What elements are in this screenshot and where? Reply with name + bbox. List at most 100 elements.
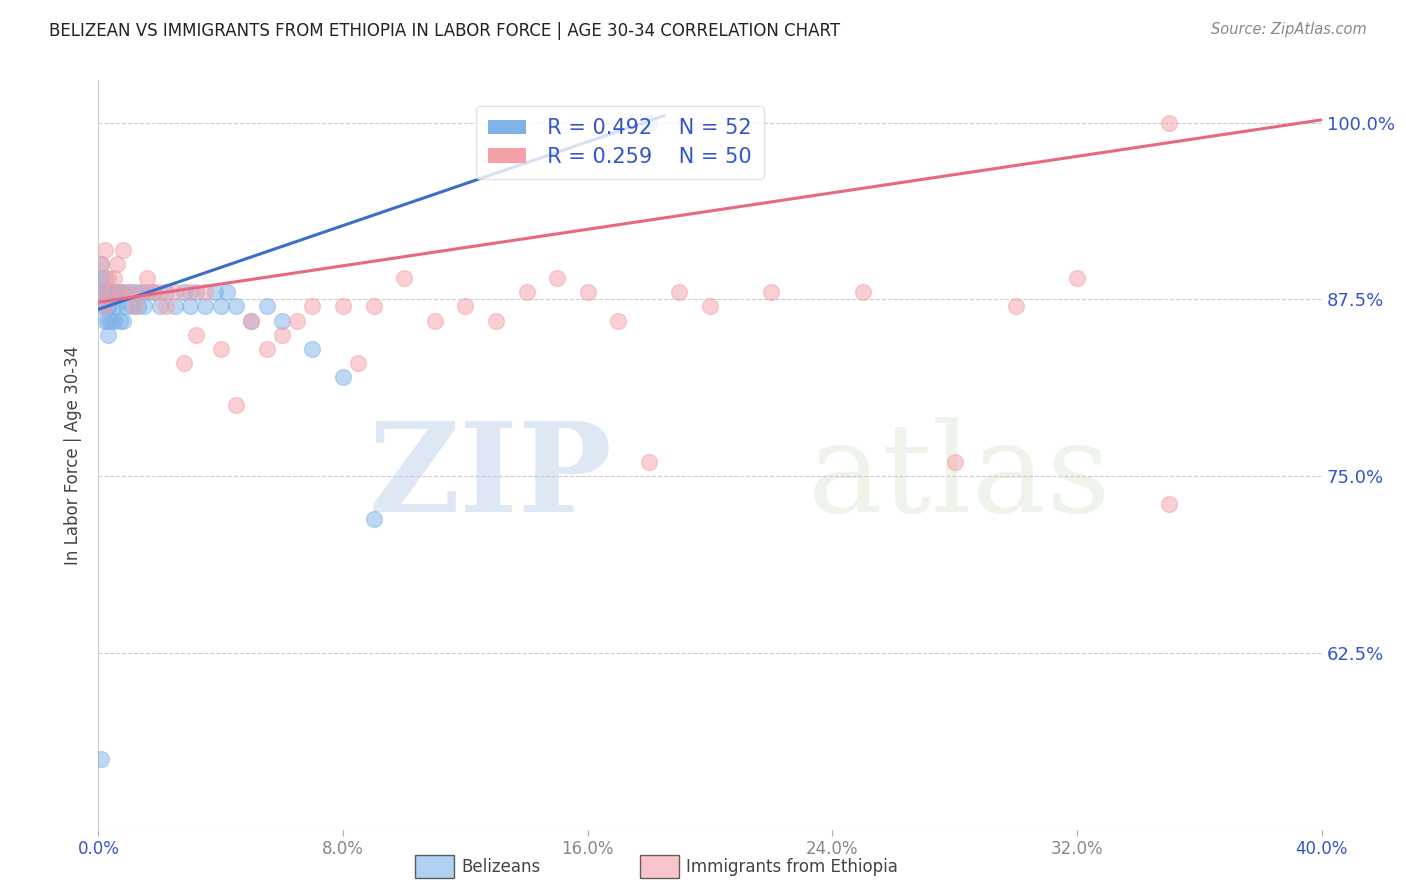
Point xyxy=(215,285,238,300)
Point xyxy=(90,752,112,766)
Point xyxy=(111,285,134,300)
Point xyxy=(194,300,217,314)
Point xyxy=(163,285,186,300)
FancyBboxPatch shape xyxy=(640,855,679,878)
Point xyxy=(124,285,146,300)
Point xyxy=(485,313,508,327)
Point xyxy=(576,285,599,300)
Point xyxy=(90,285,112,300)
Point xyxy=(607,313,630,327)
Point xyxy=(97,271,120,285)
Point xyxy=(225,300,247,314)
Point xyxy=(363,300,385,314)
Point xyxy=(637,455,661,469)
Point xyxy=(301,342,323,356)
Point xyxy=(111,243,134,257)
Point xyxy=(1066,271,1088,285)
Point xyxy=(93,285,115,300)
Y-axis label: In Labor Force | Age 30-34: In Labor Force | Age 30-34 xyxy=(65,345,83,565)
Point xyxy=(136,271,159,285)
Point xyxy=(108,313,131,327)
Point xyxy=(285,313,308,327)
Point xyxy=(332,370,354,384)
Point xyxy=(100,313,122,327)
Point xyxy=(121,300,143,314)
Point xyxy=(105,257,128,271)
Point xyxy=(127,300,149,314)
Point xyxy=(347,356,370,370)
Point xyxy=(155,285,177,300)
Point xyxy=(93,243,115,257)
Point xyxy=(332,300,354,314)
Text: atlas: atlas xyxy=(808,417,1111,538)
Point xyxy=(97,300,120,314)
Text: Belizeans: Belizeans xyxy=(461,858,540,876)
Point xyxy=(149,300,172,314)
Point xyxy=(225,399,247,413)
Point xyxy=(100,285,122,300)
Point xyxy=(124,300,146,314)
Text: Source: ZipAtlas.com: Source: ZipAtlas.com xyxy=(1211,22,1367,37)
Point xyxy=(173,285,195,300)
Point xyxy=(90,285,112,300)
Point xyxy=(136,285,159,300)
Point xyxy=(699,300,721,314)
Text: BELIZEAN VS IMMIGRANTS FROM ETHIOPIA IN LABOR FORCE | AGE 30-34 CORRELATION CHAR: BELIZEAN VS IMMIGRANTS FROM ETHIOPIA IN … xyxy=(49,22,841,40)
Point xyxy=(1157,497,1180,511)
Point xyxy=(111,313,134,327)
Point xyxy=(256,342,278,356)
Point xyxy=(256,300,278,314)
Point xyxy=(668,285,690,300)
Point xyxy=(194,285,217,300)
Point xyxy=(423,313,446,327)
Point xyxy=(93,300,115,314)
Point xyxy=(129,285,152,300)
Point xyxy=(103,285,125,300)
Point xyxy=(108,285,131,300)
Point xyxy=(173,356,195,370)
Text: ZIP: ZIP xyxy=(368,417,612,538)
Point xyxy=(186,327,208,342)
Point xyxy=(115,300,138,314)
Point xyxy=(129,285,152,300)
Point xyxy=(108,285,131,300)
Point xyxy=(90,271,112,285)
Point xyxy=(209,300,232,314)
Point xyxy=(204,285,226,300)
FancyBboxPatch shape xyxy=(415,855,454,878)
Point xyxy=(105,285,128,300)
Point xyxy=(97,313,120,327)
Point xyxy=(943,455,966,469)
Point xyxy=(546,271,568,285)
Point xyxy=(270,327,292,342)
Point xyxy=(155,300,177,314)
Point xyxy=(142,285,165,300)
Point xyxy=(134,300,156,314)
Point xyxy=(179,285,201,300)
Point xyxy=(90,300,112,314)
Point xyxy=(163,300,186,314)
Point xyxy=(637,116,661,130)
Point xyxy=(93,300,115,314)
Point xyxy=(100,285,122,300)
Point xyxy=(392,271,416,285)
Point xyxy=(179,300,201,314)
Point xyxy=(759,285,782,300)
Point xyxy=(852,285,875,300)
Point xyxy=(97,300,120,314)
Point xyxy=(454,300,477,314)
Point xyxy=(516,285,538,300)
Point xyxy=(301,300,323,314)
Point xyxy=(186,285,208,300)
Point xyxy=(103,300,125,314)
Point xyxy=(97,285,120,300)
Point xyxy=(103,313,125,327)
Point xyxy=(149,285,172,300)
Point xyxy=(90,257,112,271)
Point xyxy=(103,271,125,285)
Point xyxy=(105,300,128,314)
Point xyxy=(270,313,292,327)
Point xyxy=(90,257,112,271)
Point xyxy=(240,313,263,327)
Point xyxy=(93,271,115,285)
